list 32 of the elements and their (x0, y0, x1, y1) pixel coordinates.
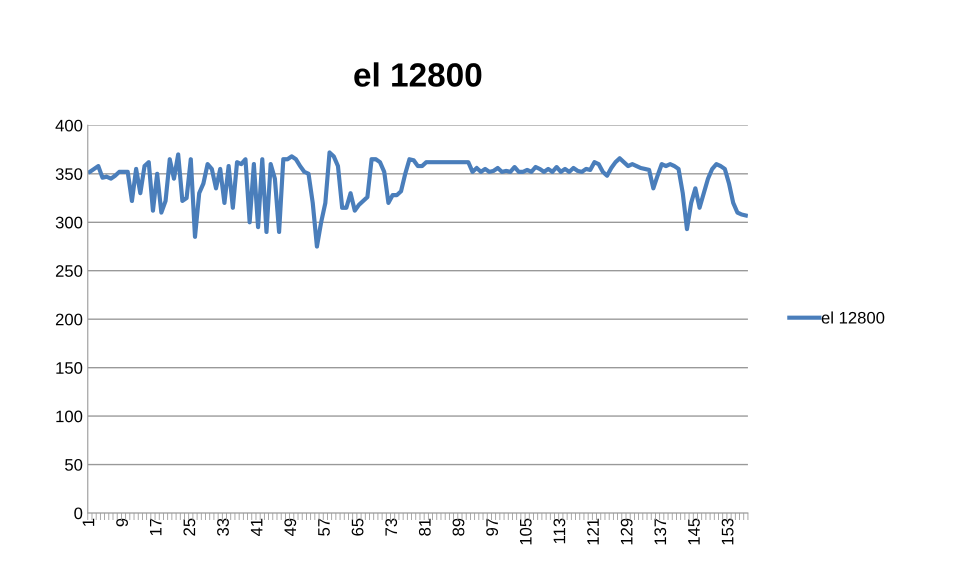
y-tick-label: 100 (56, 410, 82, 422)
x-tick-label: 145 (688, 518, 700, 544)
x-tick-label: 81 (418, 518, 431, 536)
y-tick-label: 400 (55, 120, 82, 132)
y-tick-label: 50 (65, 458, 82, 471)
x-tick-label: 137 (654, 518, 666, 544)
x-tick-label: 105 (520, 518, 532, 544)
x-tick-label: 33 (217, 518, 229, 536)
y-tick-label: 300 (56, 216, 82, 228)
y-tick-label: 350 (56, 168, 82, 180)
x-tick-label: 113 (553, 518, 566, 544)
line-series (88, 150, 748, 249)
y-tick-label: 250 (56, 265, 82, 277)
x-tick-label: 97 (486, 518, 498, 536)
y-tick-label: 150 (56, 362, 82, 374)
chart-title: el 12800 (354, 62, 482, 87)
x-tick-label: 89 (452, 518, 464, 536)
legend-label: el 12800 (822, 311, 884, 324)
x-tick-label: 121 (587, 518, 599, 544)
x-tick-label: 1 (82, 518, 94, 526)
x-tick-label: 41 (250, 518, 262, 536)
y-tick-label: 200 (56, 314, 82, 326)
x-tick-label: 129 (620, 518, 633, 544)
y-tick-label: 0 (74, 507, 82, 520)
x-tick-label: 17 (150, 518, 162, 536)
x-tick-label: 25 (183, 518, 196, 536)
x-tick-label: 49 (284, 518, 296, 536)
x-tick-label: 57 (318, 518, 330, 536)
x-tick-label: 153 (722, 518, 734, 544)
x-tick-label: 73 (385, 518, 398, 536)
x-tick-label: 9 (116, 518, 128, 526)
x-tick-label: 65 (352, 518, 364, 536)
